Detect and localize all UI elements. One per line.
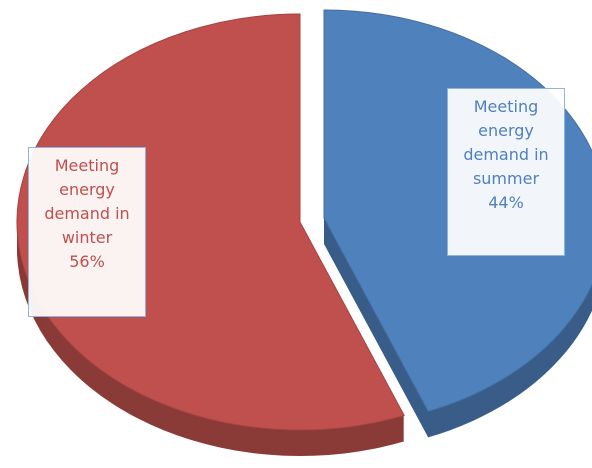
category-label: Meeting energy demand in winter xyxy=(44,156,130,247)
value-label: 56% xyxy=(69,252,105,271)
value-label: 44% xyxy=(488,193,524,212)
category-label: Meeting energy demand in summer xyxy=(463,97,549,188)
slice xyxy=(16,13,405,431)
data-label: Meeting energy demand in winter 56% xyxy=(28,147,146,317)
data-label: Meeting energy demand in summer 44% xyxy=(447,88,565,256)
